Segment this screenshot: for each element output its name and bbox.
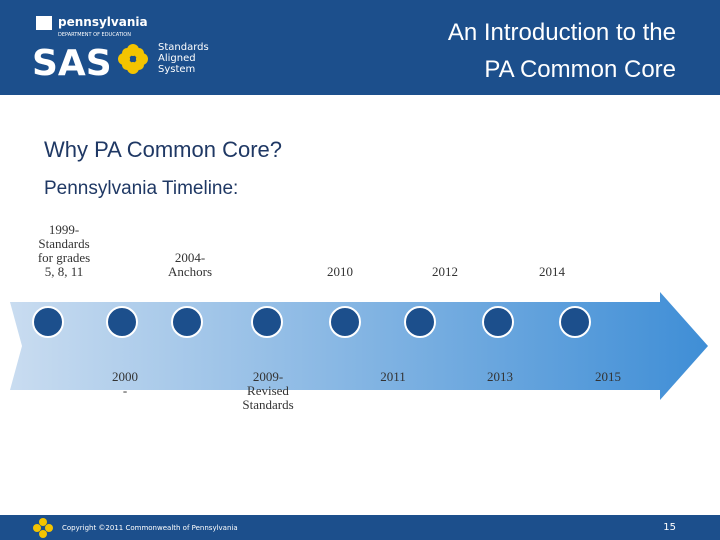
logo: pennsylvania DEPARTMENT OF EDUCATION SAS… bbox=[32, 15, 209, 84]
timeline-label: 2012 bbox=[432, 264, 458, 279]
footer-flower bbox=[33, 518, 53, 538]
timeline-dot bbox=[251, 306, 283, 338]
logo-line: System bbox=[158, 64, 195, 75]
logo-line: Standards bbox=[158, 42, 209, 53]
timeline-dot bbox=[559, 306, 591, 338]
timeline-dot bbox=[482, 306, 514, 338]
footer-band bbox=[0, 515, 720, 540]
timeline-label: Anchors bbox=[168, 264, 212, 279]
logo-mark: SAS bbox=[32, 43, 112, 84]
timeline-label: 2004- bbox=[175, 250, 205, 265]
logo-dept: DEPARTMENT OF EDUCATION bbox=[58, 32, 131, 38]
timeline-label: - bbox=[123, 383, 127, 398]
timeline-dot bbox=[404, 306, 436, 338]
timeline-label: 2015 bbox=[595, 369, 621, 384]
page-number: 15 bbox=[663, 522, 676, 533]
timeline-label: Standards bbox=[242, 397, 293, 412]
timeline-label: 2009- bbox=[253, 369, 283, 384]
timeline-label: 2011 bbox=[380, 369, 406, 384]
timeline-dot bbox=[329, 306, 361, 338]
slide-title: An Introduction to the bbox=[448, 19, 676, 46]
timeline-dot bbox=[32, 306, 64, 338]
timeline-label: Revised bbox=[247, 383, 289, 398]
timeline-dot bbox=[106, 306, 138, 338]
logo-cap bbox=[36, 16, 52, 30]
copyright: Copyright ©2011 Commonwealth of Pennsylv… bbox=[62, 524, 238, 532]
timeline-label: Standards bbox=[38, 236, 89, 251]
logo-line: Aligned bbox=[158, 53, 196, 64]
timeline-label: 5, 8, 11 bbox=[45, 264, 84, 279]
timeline-dot bbox=[171, 306, 203, 338]
timeline-label: 2013 bbox=[487, 369, 513, 384]
timeline-dots bbox=[32, 306, 591, 338]
logo-flower bbox=[118, 44, 148, 74]
timeline-label: 2000 bbox=[112, 369, 138, 384]
header-band bbox=[0, 0, 720, 95]
slide-title: PA Common Core bbox=[484, 56, 676, 83]
timeline-label: 2010 bbox=[327, 264, 353, 279]
timeline-label: 2014 bbox=[539, 264, 566, 279]
timeline-label: for grades bbox=[38, 250, 90, 265]
logo-state: pennsylvania bbox=[58, 15, 148, 29]
heading: Why PA Common Core? bbox=[44, 137, 282, 162]
timeline-label: 1999- bbox=[49, 222, 79, 237]
subheading: Pennsylvania Timeline: bbox=[44, 178, 238, 199]
